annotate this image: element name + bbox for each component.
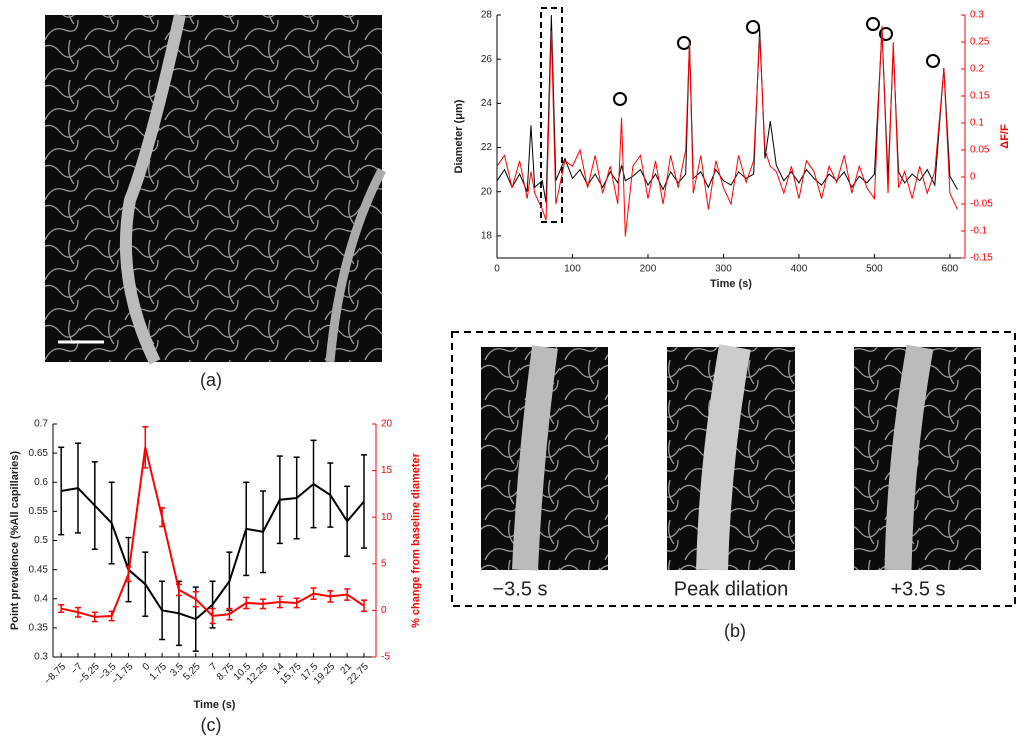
peak-markers	[614, 18, 939, 105]
y2-tick-label: 10	[381, 512, 393, 523]
x-tick-label: −8.75	[42, 661, 68, 687]
x-tick-label: 200	[640, 264, 657, 275]
y-axis-label: Point prevalence (%All capillaries)	[9, 451, 21, 630]
x-axis-label: Time (s)	[194, 699, 236, 711]
y2-tick-label: 0.15	[970, 91, 990, 102]
x-tick-label: 100	[564, 264, 581, 275]
figure: (a) −3.5 s Peak dilation +3.5 s (b) (c) …	[0, 0, 1019, 739]
image-caption: +3.5 s	[890, 578, 945, 600]
image-caption: −3.5 s	[492, 578, 547, 600]
y-tick-label: 0.7	[34, 419, 48, 430]
y2-axis-label: % change from baseline diameter	[410, 452, 422, 628]
y2-tick-label: 0.05	[970, 145, 990, 156]
panel-label: (a)	[200, 370, 222, 390]
y-axis-label: Diameter (μm)	[453, 99, 465, 173]
y2-tick-label: -0.05	[970, 199, 993, 210]
y-tick-label: 0.6	[34, 477, 48, 488]
x-tick-label: 5.25	[181, 661, 203, 683]
x-tick-label: 400	[791, 264, 808, 275]
x-tick-label: 500	[866, 264, 883, 275]
y2-tick-label: 0.3	[970, 10, 984, 21]
y-tick-label: 18	[481, 231, 493, 242]
x-tick-label: 600	[942, 264, 959, 275]
y-tick-label: 0.3	[34, 652, 48, 663]
y-tick-label: 0.65	[29, 448, 49, 459]
y-tick-label: 0.55	[29, 506, 49, 517]
x-tick-label: 0	[494, 264, 500, 275]
y2-tick-label: -0.15	[970, 253, 993, 264]
y-tick-label: 22	[481, 142, 493, 153]
x-axis-label: Time (s)	[710, 278, 752, 290]
y2-tick-label: -5	[381, 652, 390, 663]
y-tick-label: 26	[481, 54, 493, 65]
y-tick-label: 0.35	[29, 623, 49, 634]
series-line	[497, 26, 957, 237]
y2-axis-label: ΔF/F	[999, 124, 1011, 149]
y-tick-label: 24	[481, 98, 493, 109]
panel-label: (b)	[724, 621, 746, 641]
y2-tick-label: 0.2	[970, 64, 984, 75]
y-tick-label: 0.4	[34, 593, 48, 604]
y-tick-label: 28	[481, 10, 493, 21]
x-tick-label: 8.75	[215, 661, 237, 683]
panel-label: (c)	[201, 715, 222, 735]
y-tick-label: 0.5	[34, 535, 48, 546]
y2-tick-label: 0	[381, 605, 387, 616]
y2-tick-label: 20	[381, 419, 393, 430]
x-tick-label: 300	[715, 264, 732, 275]
y2-tick-label: 0	[970, 172, 976, 183]
microscopy-images-b	[481, 347, 981, 570]
y-tick-label: 20	[481, 186, 493, 197]
image-caption: Peak dilation	[674, 578, 789, 600]
y2-tick-label: 0.1	[970, 118, 984, 129]
y2-tick-label: 5	[381, 558, 387, 569]
x-tick-label: 1.75	[148, 661, 170, 683]
y2-tick-label: -0.1	[970, 226, 988, 237]
y-tick-label: 0.45	[29, 564, 49, 575]
y2-tick-label: 0.25	[970, 37, 990, 48]
y2-tick-label: 15	[381, 465, 393, 476]
microscopy-image-a	[45, 15, 382, 362]
